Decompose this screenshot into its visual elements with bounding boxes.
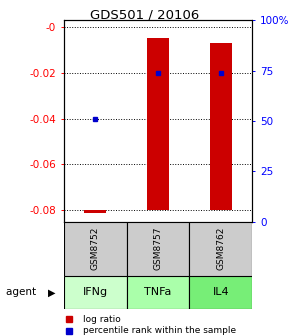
Bar bbox=[127, 276, 189, 309]
Text: GSM8757: GSM8757 bbox=[153, 227, 163, 270]
Text: GSM8762: GSM8762 bbox=[216, 227, 225, 270]
Bar bbox=[189, 276, 252, 309]
Bar bbox=[189, 222, 252, 276]
Text: log ratio: log ratio bbox=[83, 314, 120, 324]
Text: IL4: IL4 bbox=[213, 287, 229, 297]
Bar bbox=[147, 39, 169, 210]
Bar bbox=[84, 210, 106, 213]
Text: ▶: ▶ bbox=[48, 287, 55, 297]
Text: IFNg: IFNg bbox=[83, 287, 108, 297]
Text: TNFa: TNFa bbox=[144, 287, 172, 297]
Text: GDS501 / 20106: GDS501 / 20106 bbox=[90, 8, 200, 22]
Bar bbox=[64, 276, 127, 309]
Bar bbox=[64, 222, 127, 276]
Text: percentile rank within the sample: percentile rank within the sample bbox=[83, 326, 236, 335]
Bar bbox=[210, 43, 232, 210]
Text: GSM8752: GSM8752 bbox=[91, 227, 100, 270]
Text: agent: agent bbox=[6, 287, 39, 297]
Bar bbox=[127, 222, 189, 276]
